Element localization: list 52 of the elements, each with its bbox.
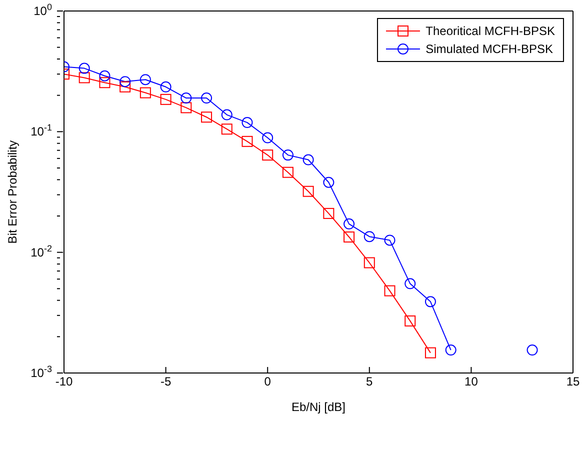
point xyxy=(384,234,396,246)
point xyxy=(262,150,274,161)
x-tick-label: -5 xyxy=(160,374,172,389)
y-tick-label: 10$^{-3}$ xyxy=(30,364,52,380)
x-tick-label: 5 xyxy=(366,374,374,389)
point xyxy=(120,81,131,92)
point xyxy=(344,218,355,230)
x-tick-label: 10 xyxy=(464,374,478,389)
point xyxy=(424,347,436,358)
point xyxy=(78,72,90,84)
point xyxy=(201,112,212,123)
point xyxy=(242,117,253,128)
point xyxy=(160,94,172,105)
point xyxy=(404,315,416,326)
x-tick-label: 0 xyxy=(264,374,272,389)
point xyxy=(180,92,192,104)
point xyxy=(180,102,192,114)
point xyxy=(384,285,396,296)
y-axis-title: Bit Error Probability xyxy=(5,140,20,244)
x-tick-label: -10 xyxy=(55,374,73,389)
point xyxy=(302,186,314,197)
point xyxy=(99,77,110,88)
point xyxy=(445,344,456,356)
point xyxy=(140,87,151,98)
point xyxy=(221,124,232,135)
legend-label: Theoritical MCFH-BPSK xyxy=(426,24,555,38)
point xyxy=(140,74,151,86)
legend-label: Simulated MCFH-BPSK xyxy=(426,42,554,56)
y-tick-label: 10$^{-1}$ xyxy=(30,122,52,139)
y-tick-label: 10$^{-2}$ xyxy=(30,243,52,260)
point xyxy=(323,176,334,188)
point xyxy=(282,150,294,161)
point xyxy=(262,132,274,144)
point xyxy=(344,231,355,242)
point xyxy=(282,166,294,178)
x-axis-title: Eb/Nj [dB] xyxy=(291,400,346,414)
point xyxy=(160,81,172,92)
point xyxy=(221,109,232,120)
point xyxy=(242,136,253,147)
point xyxy=(120,76,131,88)
point xyxy=(302,154,314,166)
y-tick-label: 10$^{0}$ xyxy=(34,2,52,18)
x-tick-label: 15 xyxy=(566,374,580,389)
point xyxy=(99,70,110,82)
point xyxy=(364,257,375,268)
point xyxy=(526,344,538,356)
point xyxy=(323,208,334,219)
point xyxy=(424,296,436,308)
point xyxy=(78,62,90,74)
point xyxy=(201,92,212,104)
point xyxy=(364,231,375,242)
point xyxy=(404,278,416,290)
